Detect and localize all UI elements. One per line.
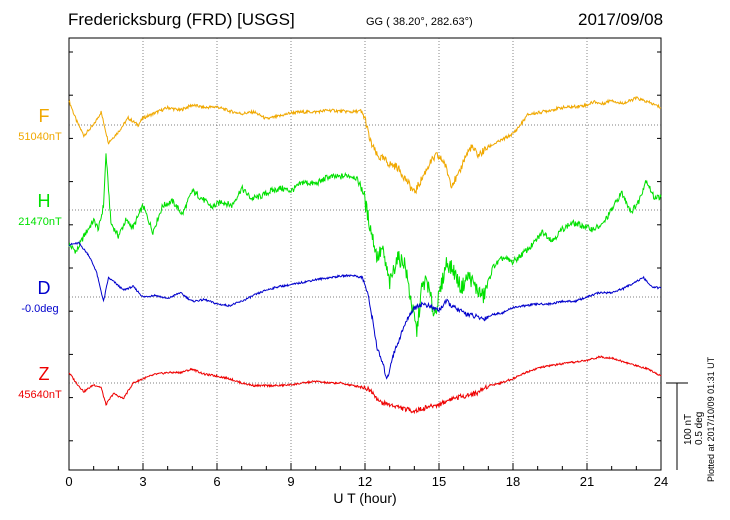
x-tick-label: 6 [213, 474, 220, 489]
scale-bar [666, 382, 688, 470]
series-line-f [68, 96, 662, 195]
x-tick-label: 0 [65, 474, 72, 489]
x-tick-label: 18 [506, 474, 520, 489]
scale-bar-deg: 0.5 deg [694, 411, 705, 445]
grid [69, 38, 661, 470]
series-line-h [68, 153, 662, 337]
series-line-z [68, 355, 662, 415]
axis-ticks [68, 51, 662, 470]
series-baseline-d: -0.0deg [21, 303, 58, 315]
observation-date: 2017/09/08 [578, 10, 664, 29]
series-name-d: D [38, 278, 51, 298]
x-tick-labels: 0 3 6 9 12 15 18 21 24 [65, 474, 668, 489]
series-labels: F 51040nT H 21470nT D -0.0deg Z 45640nT [18, 106, 62, 401]
scale-bar-nt: 100 nT [683, 413, 694, 445]
x-tick-label: 21 [580, 474, 594, 489]
x-tick-label: 12 [358, 474, 372, 489]
x-tick-label: 24 [654, 474, 668, 489]
x-axis-label: U T (hour) [333, 490, 396, 506]
series-baseline-h: 21470nT [18, 216, 62, 228]
series-name-f: F [39, 106, 50, 126]
series-baseline-f: 51040nT [18, 131, 62, 143]
x-tick-label: 9 [287, 474, 294, 489]
series-name-z: Z [39, 364, 50, 384]
geographic-coords: GG ( 38.20°, 282.63°) [366, 16, 473, 28]
series-baseline-z: 45640nT [18, 389, 62, 401]
series-name-h: H [38, 191, 51, 211]
station-title: Fredericksburg (FRD) [USGS] [68, 10, 295, 29]
series-line-d [68, 241, 662, 380]
plotted-timestamp: Plotted at 2017/10/09 01:31 UT [706, 356, 716, 482]
x-tick-label: 15 [432, 474, 446, 489]
x-tick-label: 3 [139, 474, 146, 489]
series-group [68, 96, 662, 415]
